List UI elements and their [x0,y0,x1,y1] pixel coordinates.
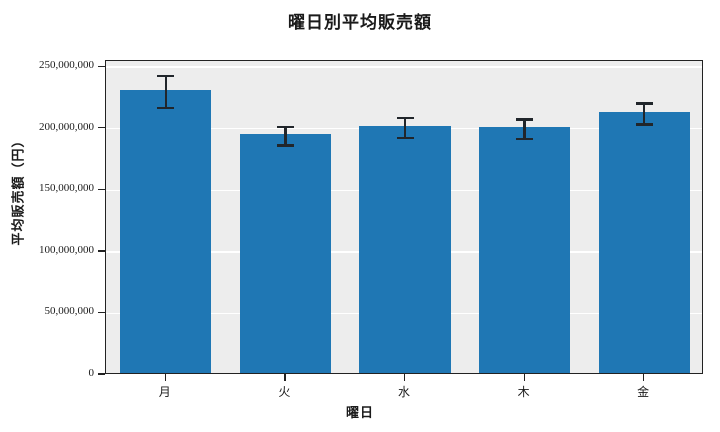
error-bar [275,125,295,147]
x-tick-label: 水 [397,385,410,399]
chart-title: 曜日別平均販売額 [288,13,432,33]
error-bar-cap-upper [276,125,294,129]
x-axis-label: 曜日 [345,406,374,421]
y-tick-label: 0 [88,367,95,379]
x-tick-mark [643,374,645,381]
error-bar [156,74,176,109]
y-tick-mark [98,373,105,375]
y-tick-label: 200,000,000 [39,120,94,133]
y-tick-label: 150,000,000 [39,182,94,195]
bar [239,134,331,373]
gridline [106,66,702,68]
plot-area [105,60,703,374]
y-tick-label: 250,000,000 [39,59,94,72]
x-tick-label: 火 [278,385,291,399]
x-tick-mark [284,374,286,381]
error-bar [515,118,535,141]
bar [598,111,690,373]
bar [479,127,571,373]
error-bar-stem [643,102,646,126]
error-bar [634,102,654,126]
x-tick-label: 月 [158,385,171,399]
error-bar-cap-upper [396,117,414,120]
y-tick-label: 100,000,000 [39,243,94,256]
error-bar-cap-upper [157,74,175,77]
error-bar-stem [164,74,167,109]
y-tick-mark [98,250,105,252]
error-bar [395,117,415,140]
error-bar-cap-lower [396,136,414,140]
error-bar-cap-lower [276,144,294,147]
x-tick-mark [164,374,167,381]
error-bar-cap-lower [635,123,653,126]
x-tick-mark [404,374,406,381]
x-tick-label: 木 [517,385,530,399]
bar [120,89,212,373]
y-tick-label: 50,000,000 [44,305,95,318]
y-tick-mark [98,311,105,314]
y-tick-mark [98,127,105,129]
bar [359,126,451,373]
error-bar-cap-lower [157,106,175,109]
y-tick-mark [98,188,105,190]
error-bar-cap-upper [516,118,534,121]
error-bar-stem [284,125,287,147]
x-tick-label: 金 [637,385,650,399]
x-tick-mark [523,374,525,381]
y-tick-mark [98,65,105,67]
error-bar-cap-upper [635,102,653,105]
error-bar-stem [523,118,526,141]
error-bar-cap-lower [516,138,534,141]
error-bar-stem [403,117,407,140]
